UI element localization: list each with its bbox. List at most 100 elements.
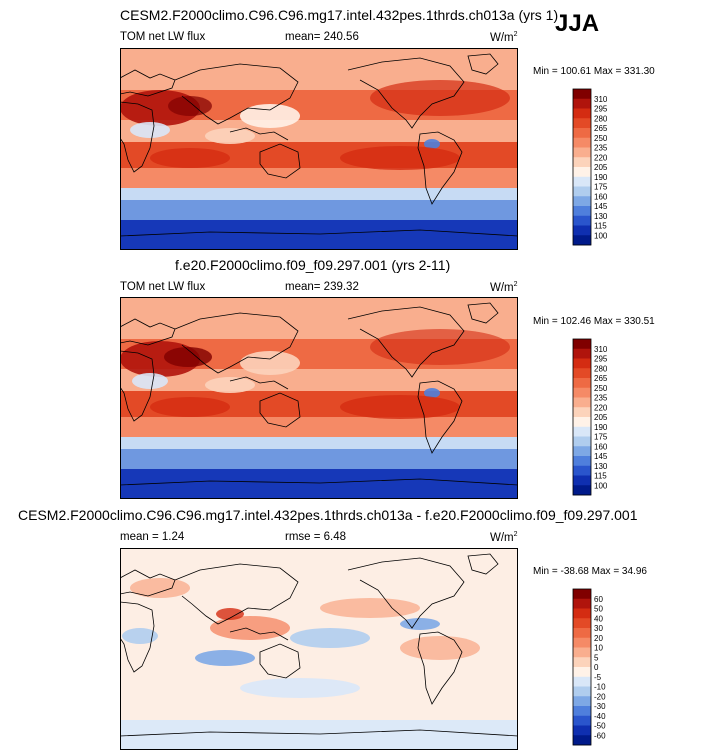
panel-1-map [120,48,518,250]
colorbar-tick-label: 205 [594,413,608,422]
panel-3-map [120,548,518,750]
colorbar-swatch [573,339,591,350]
colorbar-tick-label: 160 [594,192,608,201]
panel-3-coastlines [120,553,518,737]
colorbar-swatch [573,598,591,609]
panel-1-variable: TOM net LW flux [120,31,206,43]
panel-1-minmax: Min = 100.61 Max = 331.30 [533,66,655,77]
colorbar-tick-label: 190 [594,173,608,182]
colorbar-swatch [573,436,591,447]
coast-antarctica [120,729,518,737]
colorbar-swatch [573,589,591,600]
colorbar-tick-label: 30 [594,624,603,633]
colorbar-swatch [573,358,591,369]
coast-africa [120,601,155,673]
diff-pos-4 [400,636,480,660]
colorbar-tick-label: 280 [594,364,608,373]
patch-mideast [164,347,212,367]
colorbar-swatch [573,397,591,408]
panel-2-coastlines [120,302,518,486]
colorbar-tick-label: 220 [594,153,608,162]
diff-neg-1 [122,628,158,644]
colorbar-swatch [573,387,591,398]
coast-europe [120,69,176,97]
coast-europe [120,318,176,346]
colorbar-tick-label: 310 [594,95,608,104]
colorbar-frame [572,88,592,246]
colorbar-swatch [573,608,591,619]
colorbar-swatch [573,235,591,246]
patch-amazon [424,139,440,149]
panel-3-frame [120,548,518,750]
colorbar-tick-label: 205 [594,163,608,172]
coast-australia [259,643,301,679]
coast-antarctica [120,478,518,486]
coast-indonesia [229,627,289,641]
panel-3-units: W/m2 [490,531,518,544]
colorbar-swatch [573,368,591,379]
coast-africa [120,101,155,173]
colorbar-swatch [573,657,591,668]
colorbar-swatch [573,686,591,697]
coast-asia [174,63,299,125]
colorbar-tick-label: 115 [594,222,607,231]
coast-north-america [347,57,465,129]
colorbar-swatch [573,725,591,736]
band-sh-polar [120,720,518,750]
band-sh-mid2 [120,435,518,449]
colorbar-tick-label: 40 [594,614,603,623]
colorbar-swatch [573,417,591,428]
colorbar-tick-label: 115 [594,472,607,481]
colorbar-swatch [573,89,591,100]
patch-indian-ocean [150,148,230,168]
patch-pacific-warm [370,329,510,365]
band-sh-mid [120,415,518,437]
colorbar-swatch [573,225,591,236]
coast-greenland [467,553,499,575]
patch-indian-ocean [150,397,230,417]
panel-2-title: f.e20.F2000climo.f09_f09.297.001 (yrs 2-… [175,257,451,273]
colorbar-swatch [573,696,591,707]
coast-north-america [347,306,465,378]
coast-south-america [417,131,463,205]
panel-2-field [120,297,518,499]
colorbar-tick-label: 145 [594,452,608,461]
season-label: JJA [555,10,600,37]
band-sh-mid2 [120,186,518,200]
colorbar-swatch [573,348,591,359]
colorbar-tick-label: 280 [594,114,608,123]
colorbar-swatch [573,706,591,717]
band-sh-high [120,198,518,220]
coast-australia [259,392,301,428]
panel-3-minmax: Min = -38.68 Max = 34.96 [533,566,647,577]
colorbar-swatch [573,618,591,629]
coast-south-america [417,380,463,454]
diff-neg-3 [290,628,370,648]
colorbar-tick-label: 10 [594,644,603,653]
colorbar-swatch [573,167,591,178]
panel-1-field [120,48,518,250]
colorbar-tick-label: -10 [594,683,606,692]
coast-asia [174,312,299,374]
coast-africa [120,350,155,422]
colorbar-swatch [573,157,591,168]
panel-1-mean: mean= 240.56 [285,31,359,43]
colorbar-tick-label: 235 [594,144,608,153]
colorbar-tick-label: 295 [594,105,608,114]
coast-north-america [347,557,465,629]
patch-pacific-warm [370,80,510,116]
panel-1-units: W/m2 [490,31,518,44]
colorbar-swatch [573,715,591,726]
colorbar-tick-label: -50 [594,722,606,731]
colorbar-swatch [573,426,591,437]
panel-1-coastlines [120,53,518,237]
colorbar-tick-label: 250 [594,134,608,143]
panel-1-title: CESM2.F2000climo.C96.C96.mg17.intel.432p… [120,7,559,23]
patch-asia-cloud [240,351,300,375]
colorbar-swatch [573,637,591,648]
colorbar-tick-label: 130 [594,212,608,221]
colorbar-swatch [573,475,591,486]
colorbar-tick-label: 145 [594,202,608,211]
diff-pos-1 [130,578,190,598]
colorbar-tick-label: 5 [594,653,599,662]
